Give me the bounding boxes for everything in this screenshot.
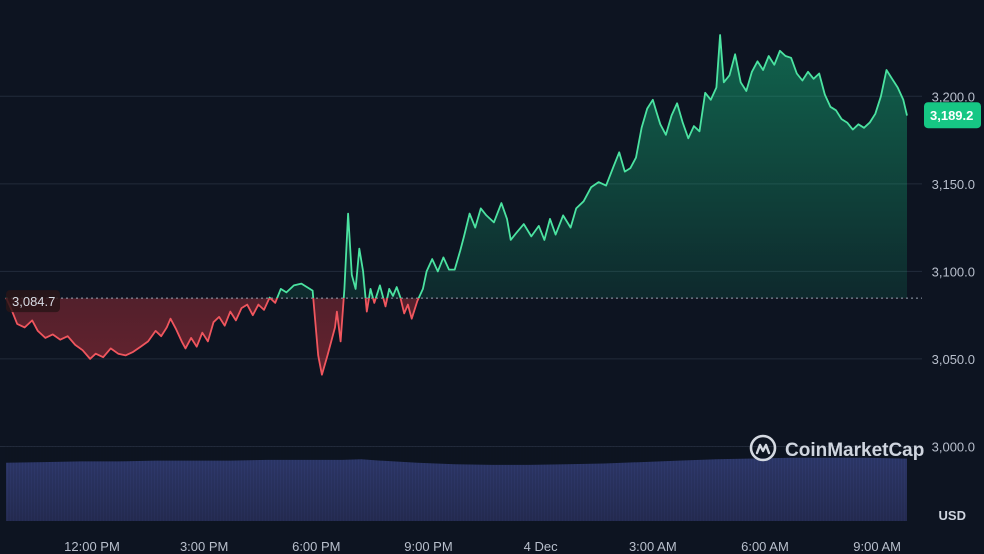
y-tick-label: 3,000.0 [932,439,975,454]
currency-label: USD [939,508,966,523]
open-price-badge: 3,084.7 [6,290,60,313]
brand-watermark: CoinMarketCap [749,434,924,462]
price-line [5,34,908,376]
x-tick-label: 3:00 AM [629,539,677,554]
x-tick-label: 12:00 PM [64,539,120,554]
x-tick-label: 6:00 PM [292,539,340,554]
y-tick-label: 3,050.0 [932,352,975,367]
price-area-down [6,298,907,375]
x-axis: 12:00 PM 3:00 PM 6:00 PM 9:00 PM 4 Dec 3:00 A… [64,539,901,554]
volume-area [6,457,907,521]
open-price-label: 3,084.7 [12,294,55,309]
price-line-down [5,298,420,376]
y-tick-label: 3,200.0 [932,89,975,104]
x-tick-label: 3:00 PM [180,539,228,554]
y-tick-label: 3,150.0 [932,177,975,192]
coinmarketcap-logo-icon [749,434,777,462]
brand-name: CoinMarketCap [785,440,924,461]
volume-bars [5,446,907,521]
last-price-badge: 3,189.2 [924,102,981,129]
y-axis: 3,200.0 3,150.0 3,100.0 3,050.0 3,000.0 [932,89,975,454]
last-price-label: 3,189.2 [930,108,973,123]
x-tick-label: 6:00 AM [741,539,789,554]
price-line-up [5,34,908,299]
y-tick-label: 3,100.0 [932,264,975,279]
x-tick-label: 4 Dec [524,539,558,554]
x-tick-label: 9:00 PM [404,539,452,554]
price-area-up [6,35,907,299]
x-tick-label: 9:00 AM [853,539,901,554]
price-area [6,35,907,375]
